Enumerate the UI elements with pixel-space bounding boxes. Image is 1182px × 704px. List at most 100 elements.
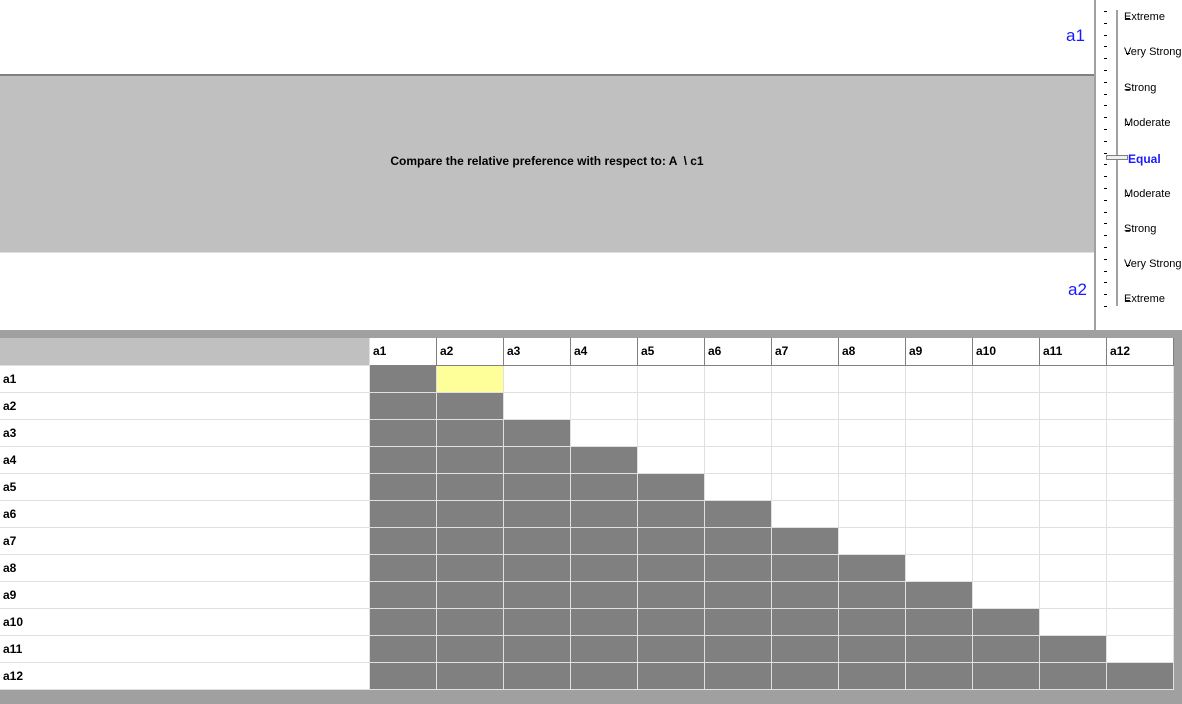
scale-label[interactable]: Equal	[1128, 152, 1161, 167]
matrix-cell[interactable]	[772, 447, 839, 474]
slider-thumb[interactable]	[1106, 155, 1128, 160]
matrix-cell[interactable]	[1107, 528, 1174, 555]
matrix-cell[interactable]	[504, 366, 571, 393]
matrix-cell[interactable]	[906, 393, 973, 420]
matrix-cell[interactable]	[973, 474, 1040, 501]
matrix-cell[interactable]	[906, 528, 973, 555]
matrix-cell[interactable]	[973, 501, 1040, 528]
scale-label[interactable]: Very Strong	[1124, 258, 1182, 271]
row-header[interactable]: a10	[0, 609, 370, 636]
matrix-cell[interactable]	[973, 555, 1040, 582]
matrix-cell[interactable]	[1040, 528, 1107, 555]
matrix-cell[interactable]	[973, 582, 1040, 609]
matrix-cell[interactable]	[1107, 636, 1174, 663]
column-header[interactable]: a5	[638, 338, 705, 366]
column-header[interactable]: a11	[1040, 338, 1107, 366]
matrix-cell[interactable]	[839, 447, 906, 474]
matrix-cell[interactable]	[1040, 447, 1107, 474]
row-header[interactable]: a4	[0, 447, 370, 474]
matrix-cell[interactable]	[839, 420, 906, 447]
matrix-cell[interactable]	[1107, 420, 1174, 447]
matrix-cell[interactable]	[772, 420, 839, 447]
matrix-cell[interactable]	[1040, 555, 1107, 582]
matrix-cell[interactable]	[705, 447, 772, 474]
matrix-cell[interactable]	[906, 366, 973, 393]
matrix-cell[interactable]	[772, 501, 839, 528]
matrix-cell[interactable]	[705, 393, 772, 420]
matrix-cell[interactable]	[973, 366, 1040, 393]
matrix-cell[interactable]	[437, 366, 504, 393]
scale-label[interactable]: Very Strong	[1124, 46, 1182, 59]
matrix-cell[interactable]	[906, 474, 973, 501]
matrix-cell[interactable]	[705, 420, 772, 447]
row-header[interactable]: a2	[0, 393, 370, 420]
matrix-cell[interactable]	[1107, 609, 1174, 636]
matrix-cell[interactable]	[1107, 366, 1174, 393]
matrix-cell[interactable]	[705, 366, 772, 393]
matrix-cell[interactable]	[906, 447, 973, 474]
matrix-cell[interactable]	[571, 393, 638, 420]
matrix-cell[interactable]	[1107, 447, 1174, 474]
matrix-cell[interactable]	[571, 366, 638, 393]
column-header[interactable]: a12	[1107, 338, 1174, 366]
matrix-cell[interactable]	[973, 528, 1040, 555]
preference-scale[interactable]: Extreme Very Strong Strong Moderate Equal Mod…	[1098, 0, 1182, 330]
matrix-cell[interactable]	[973, 393, 1040, 420]
column-header[interactable]: a1	[370, 338, 437, 366]
matrix-cell[interactable]	[1107, 582, 1174, 609]
column-header[interactable]: a8	[839, 338, 906, 366]
matrix-cell[interactable]	[839, 366, 906, 393]
matrix-cell[interactable]	[638, 420, 705, 447]
scale-label[interactable]: Strong	[1124, 81, 1157, 94]
matrix-cell[interactable]	[1040, 609, 1107, 636]
row-header[interactable]: a3	[0, 420, 370, 447]
matrix-cell[interactable]	[1040, 582, 1107, 609]
matrix-cell[interactable]	[839, 528, 906, 555]
matrix-cell[interactable]	[571, 420, 638, 447]
matrix-cell[interactable]	[1040, 366, 1107, 393]
row-header[interactable]: a5	[0, 474, 370, 501]
matrix-cell[interactable]	[839, 474, 906, 501]
matrix-cell[interactable]	[1107, 393, 1174, 420]
scale-label[interactable]: Moderate	[1124, 187, 1171, 200]
matrix-cell[interactable]	[705, 474, 772, 501]
matrix-cell[interactable]	[772, 393, 839, 420]
matrix-cell[interactable]	[839, 393, 906, 420]
matrix-cell[interactable]	[1040, 501, 1107, 528]
matrix-cell[interactable]	[906, 555, 973, 582]
row-header[interactable]: a9	[0, 582, 370, 609]
matrix-cell[interactable]	[638, 366, 705, 393]
scale-label[interactable]: Extreme	[1124, 293, 1165, 306]
row-header[interactable]: a7	[0, 528, 370, 555]
matrix-cell[interactable]	[638, 393, 705, 420]
column-header[interactable]: a10	[973, 338, 1040, 366]
scale-label[interactable]: Strong	[1124, 222, 1157, 235]
matrix-cell[interactable]	[1107, 555, 1174, 582]
row-header[interactable]: a11	[0, 636, 370, 663]
matrix-cell[interactable]	[973, 420, 1040, 447]
scale-label[interactable]: Moderate	[1124, 116, 1171, 129]
row-header[interactable]: a6	[0, 501, 370, 528]
matrix-cell[interactable]	[638, 447, 705, 474]
matrix-cell[interactable]	[906, 420, 973, 447]
column-header[interactable]: a2	[437, 338, 504, 366]
comparison-matrix[interactable]: a1 a2 a3 a4 a5 a6 a7 a8 a9 a10 a11 a12 a1 a2 a3 a4 a5 a6 a…	[0, 338, 1182, 704]
matrix-cell[interactable]	[504, 393, 571, 420]
column-header[interactable]: a7	[772, 338, 839, 366]
row-header[interactable]: a1	[0, 366, 370, 393]
matrix-cell[interactable]	[839, 501, 906, 528]
matrix-cell[interactable]	[1040, 420, 1107, 447]
column-header[interactable]: a9	[906, 338, 973, 366]
matrix-cell[interactable]	[1040, 393, 1107, 420]
row-header[interactable]: a12	[0, 663, 370, 690]
matrix-cell[interactable]	[772, 366, 839, 393]
matrix-cell[interactable]	[1107, 501, 1174, 528]
column-header[interactable]: a6	[705, 338, 772, 366]
column-header[interactable]: a4	[571, 338, 638, 366]
matrix-cell[interactable]	[772, 474, 839, 501]
matrix-cell[interactable]	[1107, 474, 1174, 501]
matrix-cell[interactable]	[973, 447, 1040, 474]
scale-label[interactable]: Extreme	[1124, 11, 1165, 23]
column-header[interactable]: a3	[504, 338, 571, 366]
matrix-cell[interactable]	[906, 501, 973, 528]
